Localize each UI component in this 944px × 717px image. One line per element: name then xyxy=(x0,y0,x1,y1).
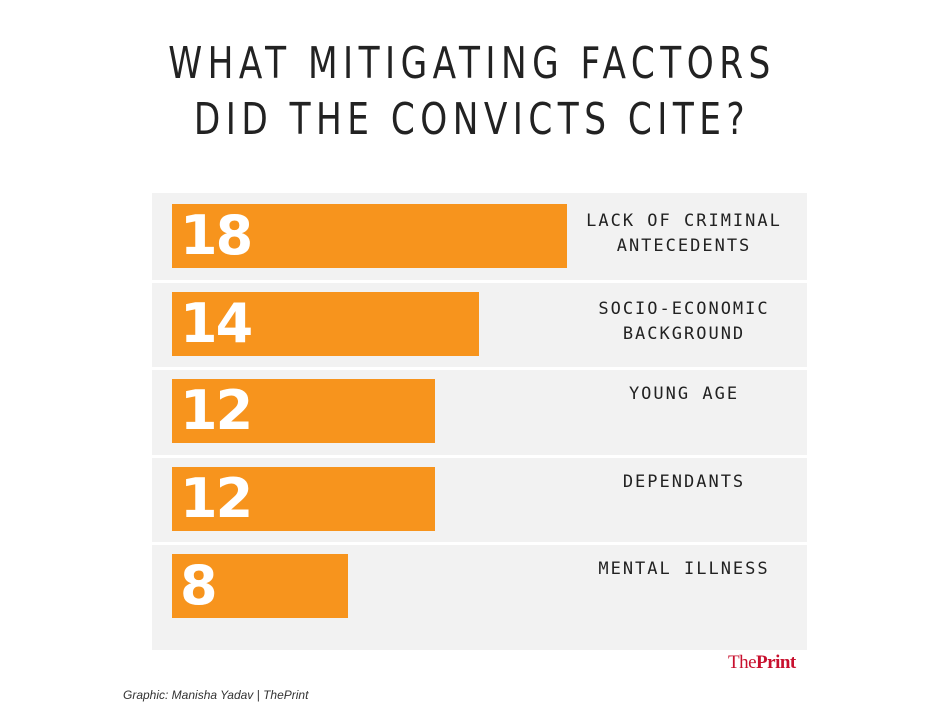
bar: 8 xyxy=(172,554,348,619)
category-label-line: YOUNG AGE xyxy=(628,384,740,405)
theprint-logo: ThePrint xyxy=(728,652,796,673)
chart-title-line-2: DID THE CONVICTS CITE? xyxy=(193,94,751,145)
row-separator xyxy=(152,279,807,283)
bar-value-label: 18 xyxy=(180,204,253,267)
bar: 18 xyxy=(172,204,567,268)
chart-title: WHAT MITIGATING FACTORS DID THE CONVICTS… xyxy=(104,36,840,148)
category-label-line: SOCIO-ECONOMIC xyxy=(598,298,770,319)
category-label: DEPENDANTS xyxy=(584,470,784,495)
bar-value-label: 8 xyxy=(180,554,218,618)
category-label: SOCIO-ECONOMIC BACKGROUND xyxy=(584,297,784,347)
graphic-credit: Graphic: Manisha Yadav | ThePrint xyxy=(123,688,309,702)
category-label: YOUNG AGE xyxy=(584,382,784,407)
bar: 12 xyxy=(172,379,436,444)
chart-panel: 18 LACK OF CRIMINAL ANTECEDENTS 14 SOCIO-ECO… xyxy=(152,193,807,650)
bar: 14 xyxy=(172,291,480,356)
bar-value-label: 12 xyxy=(180,379,253,443)
category-label: MENTAL ILLNESS xyxy=(584,557,784,582)
bar-value-label: 14 xyxy=(180,291,253,355)
bar: 12 xyxy=(172,466,436,531)
category-label-line: DEPENDANTS xyxy=(622,471,746,492)
bar-value-label: 12 xyxy=(180,466,253,530)
category-label-line: BACKGROUND xyxy=(622,323,746,344)
row-separator xyxy=(152,454,807,458)
category-label-line: MENTAL ILLNESS xyxy=(598,559,770,580)
chart-title-line-1: WHAT MITIGATING FACTORS xyxy=(168,38,776,89)
row-separator xyxy=(152,367,807,371)
category-label-line: LACK OF CRIMINAL xyxy=(586,211,782,231)
row-separator xyxy=(152,542,807,546)
category-label: LACK OF CRIMINAL ANTECEDENTS xyxy=(584,209,784,259)
category-label-line: ANTECEDENTS xyxy=(616,236,752,256)
